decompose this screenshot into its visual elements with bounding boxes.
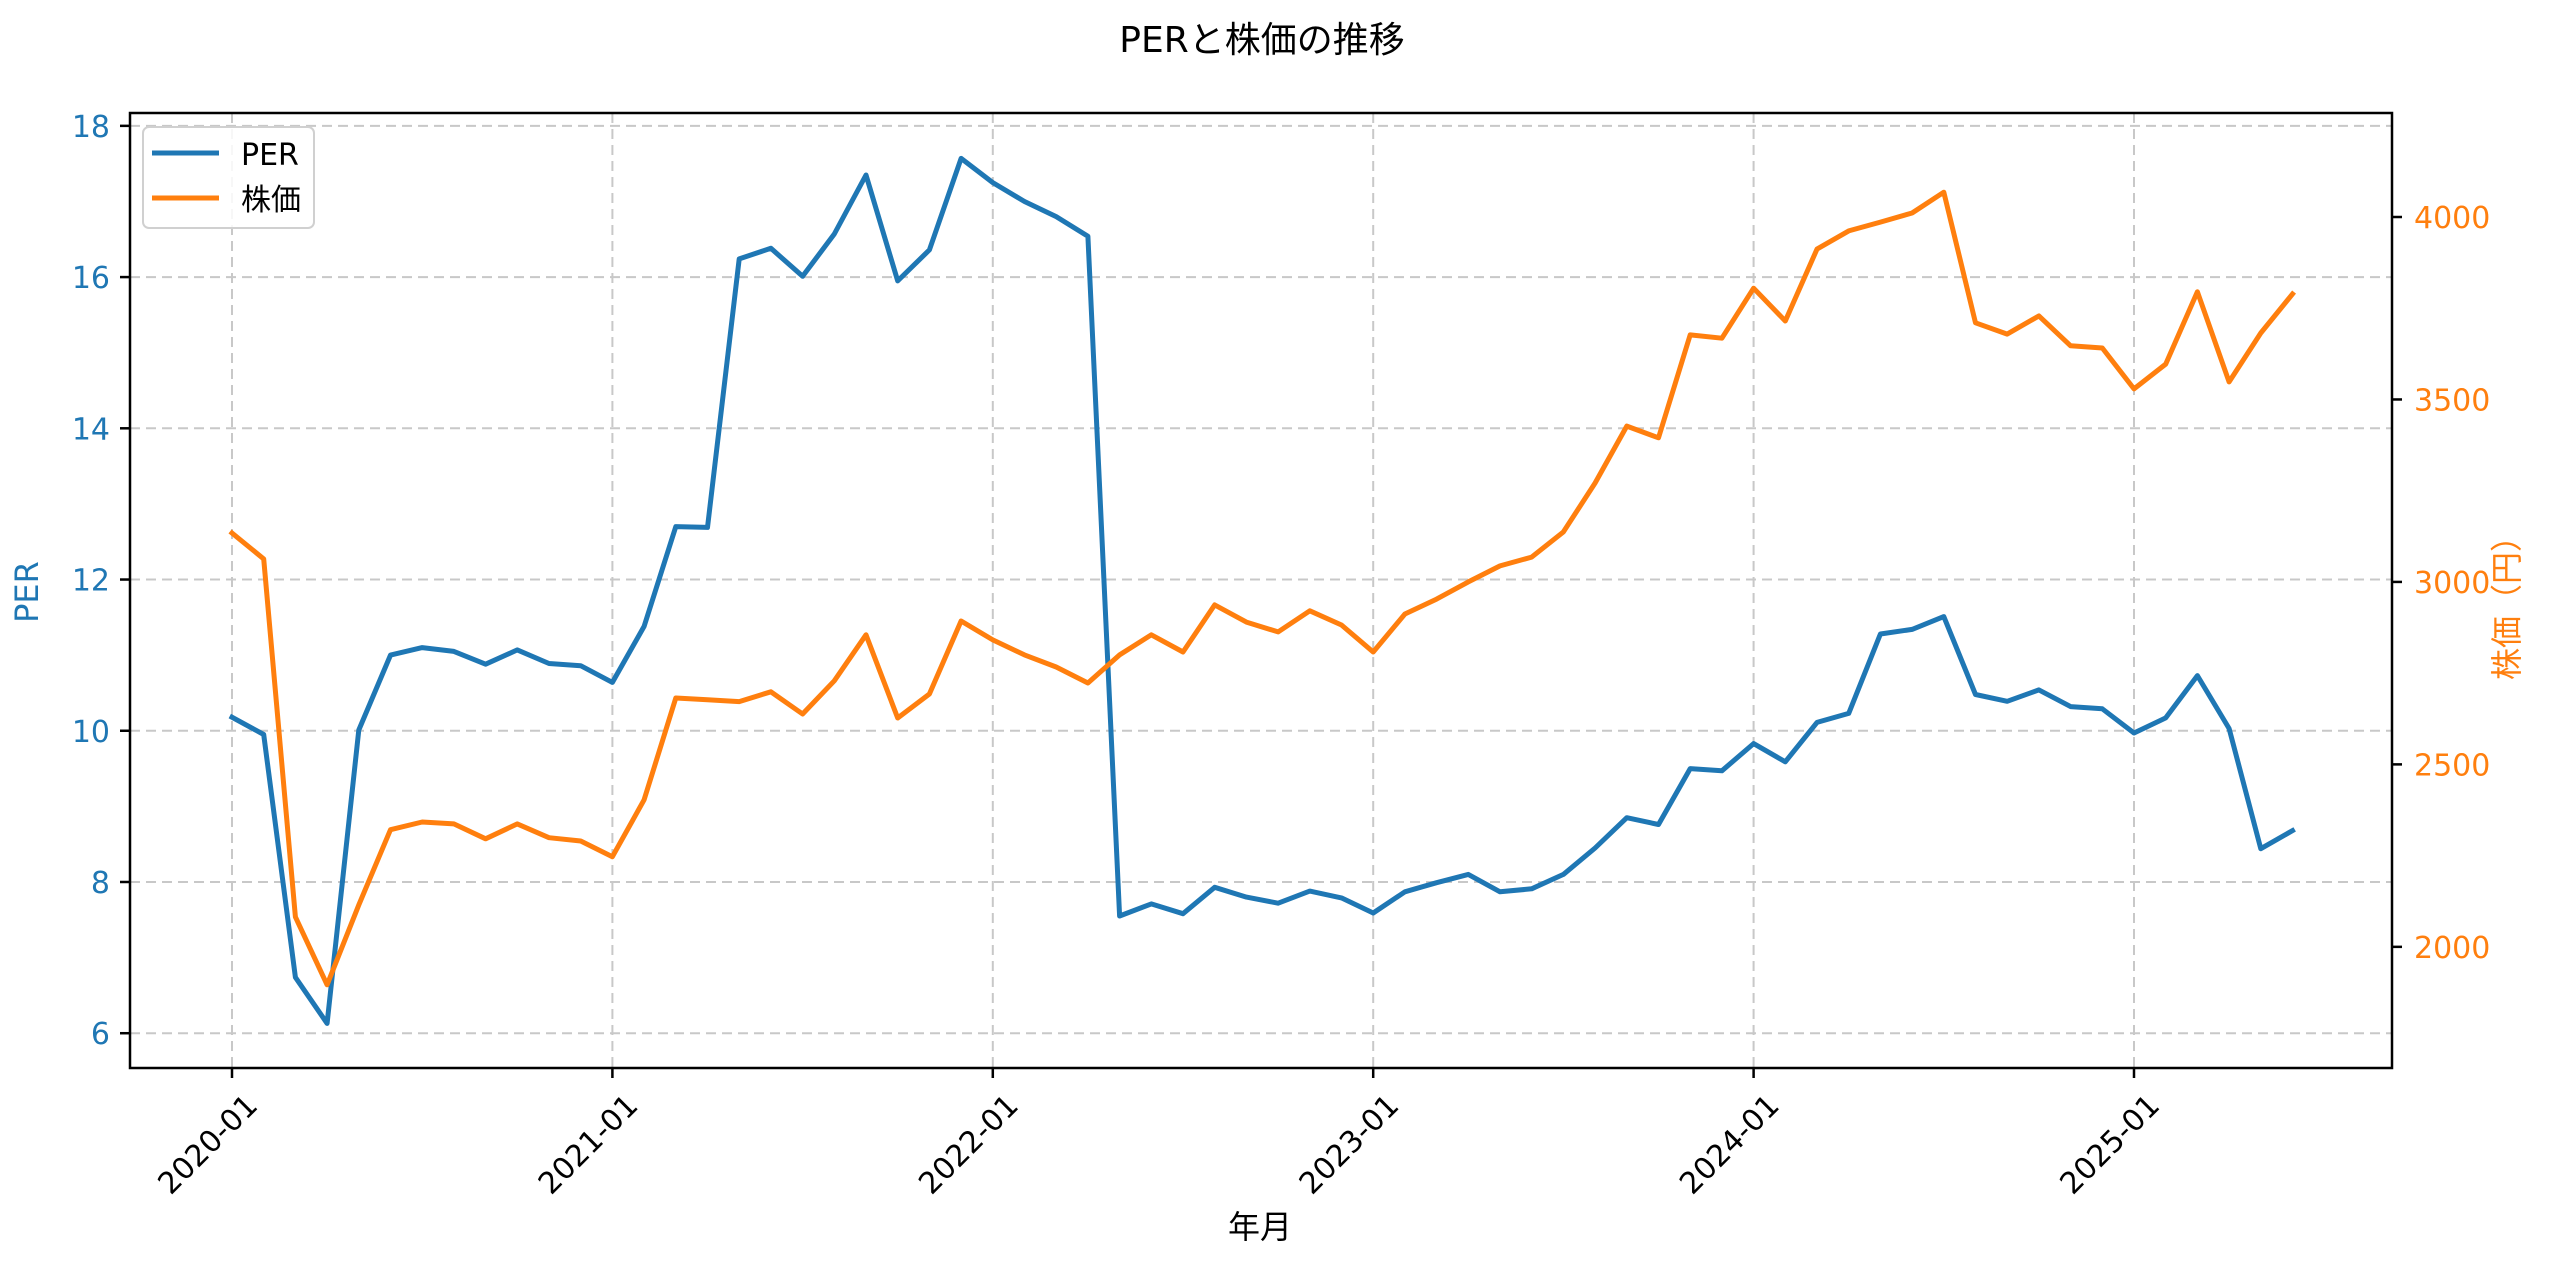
plot-frame [128, 111, 2394, 1070]
chart-title: PERと株価の推移 [1119, 20, 1404, 61]
left-tick-label: 14 [72, 412, 110, 447]
left-axis-label: PER [8, 561, 46, 623]
right-tick-label: 2500 [2414, 748, 2490, 783]
left-tick-label: 12 [72, 564, 110, 599]
right-tick-label: 2000 [2414, 931, 2490, 966]
x-axis: 2020-01 2021-01 2022-01 2023-01 2024-01 2025-… [152, 1068, 2167, 1202]
legend: PER 株価 [142, 126, 315, 229]
x-tick-label: 2022-01 [912, 1088, 1025, 1201]
x-tick-label: 2025-01 [2054, 1088, 2167, 1201]
right-tick-label: 3500 [2414, 383, 2490, 418]
x-tick-label: 2020-01 [152, 1088, 265, 1201]
price-line [228, 189, 2297, 988]
left-y-axis: 6 8 10 12 14 16 18 [72, 110, 130, 1052]
left-tick-label: 18 [72, 110, 110, 145]
x-tick-label: 2023-01 [1293, 1088, 1406, 1201]
right-tick-label: 3000 [2414, 566, 2490, 601]
left-tick-label: 6 [91, 1017, 110, 1052]
x-tick-label: 2021-01 [532, 1088, 645, 1201]
left-tick-label: 16 [72, 261, 110, 296]
right-tick-label: 4000 [2414, 201, 2490, 236]
x-tick-label: 2024-01 [1673, 1088, 1786, 1201]
x-axis-label: 年月 [1228, 1208, 1292, 1246]
grid-lines [130, 113, 2392, 1068]
per-line [228, 155, 2296, 1026]
left-tick-label: 8 [91, 866, 110, 901]
legend-label-per: PER [241, 138, 299, 173]
right-axis-label: 株価（円） [2488, 520, 2526, 680]
right-y-axis: 2000 2500 3000 3500 4000 [2392, 201, 2490, 966]
legend-label-price: 株価 [241, 183, 301, 218]
left-tick-label: 10 [72, 715, 110, 750]
plot-series [228, 155, 2297, 1026]
